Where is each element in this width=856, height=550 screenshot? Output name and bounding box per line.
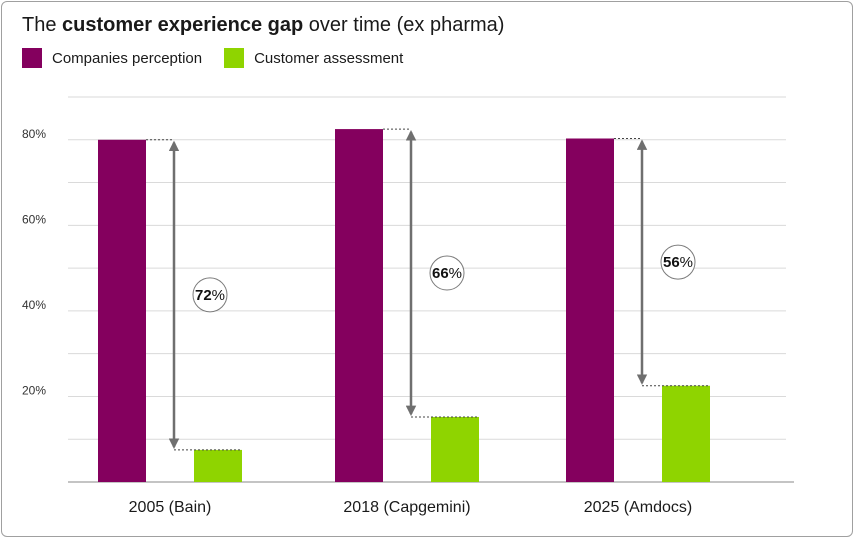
gap-unit: %	[680, 254, 693, 271]
legend-item-companies: Companies perception	[22, 48, 202, 68]
y-tick-label: 80%	[22, 127, 46, 141]
bar-customer-assessment	[194, 449, 242, 482]
legend-label-customers: Customer assessment	[254, 49, 404, 67]
gap-label: 72%	[195, 287, 225, 304]
gap-value: 66	[432, 265, 449, 282]
gap-label-circle	[429, 255, 465, 291]
y-tick-label: 20%	[22, 383, 46, 397]
legend-swatch-customers	[224, 48, 245, 68]
chart-frame	[1, 1, 853, 537]
x-category-label: 2005 (Bain)	[129, 499, 212, 516]
x-category-label: 2018 (Capgemini)	[343, 499, 470, 516]
title-bold: customer experience gap	[62, 14, 304, 36]
legend-item-customers: Customer assessment	[224, 48, 403, 68]
bar-companies-perception	[566, 138, 614, 482]
gap-value: 72	[195, 287, 212, 304]
legend: Companies perception Customer assessment	[22, 48, 425, 68]
gap-label-circle	[660, 244, 696, 280]
legend-swatch-companies	[22, 48, 42, 68]
title-prefix: The	[22, 14, 63, 36]
gap-label-circle	[192, 277, 228, 313]
gap-unit: %	[449, 265, 462, 282]
gap-label: 66%	[432, 265, 462, 282]
legend-label-companies: Companies perception	[52, 49, 203, 67]
bar-companies-perception	[335, 129, 383, 483]
bar-companies-perception	[98, 139, 146, 482]
y-tick-label: 60%	[22, 212, 46, 226]
title-suffix: over time (ex pharma)	[303, 14, 505, 36]
bar-customer-assessment	[662, 385, 710, 482]
gap-label: 56%	[663, 254, 693, 271]
bar-customer-assessment	[431, 416, 479, 482]
gap-value: 56	[663, 254, 680, 271]
y-tick-label: 40%	[22, 298, 46, 312]
x-category-label: 2025 (Amdocs)	[584, 499, 693, 516]
gap-unit: %	[212, 287, 225, 304]
chart-title: The customer experience gap over time (e…	[22, 14, 504, 37]
